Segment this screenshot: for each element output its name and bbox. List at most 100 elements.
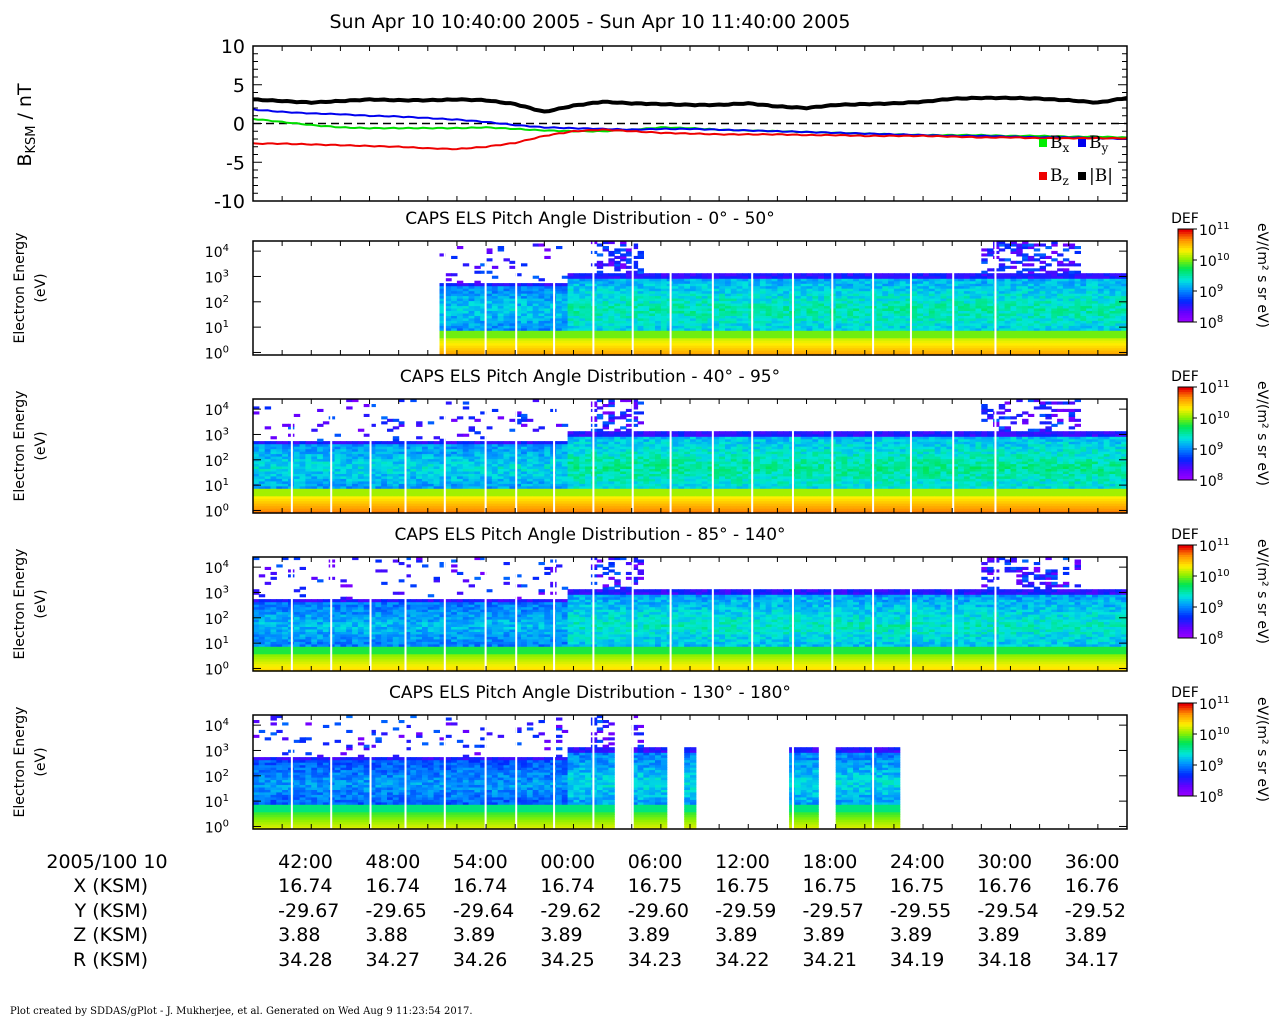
- spectrogram-cell: [742, 303, 749, 307]
- spectrogram-cell: [678, 300, 685, 304]
- spectrogram-cell: [981, 332, 988, 336]
- spectrogram-cell: [888, 305, 895, 309]
- spectrogram-cell: [1010, 320, 1017, 324]
- spectrogram-cell: [888, 320, 895, 324]
- spectrogram-cell: [818, 335, 825, 339]
- spectrogram-cell: [660, 280, 668, 284]
- spectrogram-cell: [387, 465, 394, 469]
- spectrogram-cell: [631, 325, 639, 329]
- spectrogram-cell: [963, 322, 971, 326]
- spectrogram-cell: [515, 327, 522, 331]
- spectrogram-cell: [987, 285, 994, 289]
- spectrogram-cell: [736, 330, 743, 334]
- spectrogram-cell: [975, 283, 982, 287]
- spectrogram-cell: [888, 332, 895, 336]
- spectrogram-cell: [987, 320, 994, 324]
- spectrogram-cell: [515, 322, 522, 326]
- spectrogram-cell: [270, 443, 277, 447]
- spectrogram-cell: [835, 275, 843, 279]
- spectrogram-cell: [736, 340, 743, 344]
- spectrogram-cell: [725, 288, 732, 292]
- spectrogram-cell: [923, 337, 930, 341]
- spectrogram-cell: [818, 337, 825, 341]
- spectrogram-cell: [631, 312, 639, 316]
- spectrogram-cell: [701, 298, 709, 302]
- spectrogram-cell: [1086, 298, 1093, 302]
- spectrogram-cell: [725, 298, 732, 302]
- spectrogram-cell: [893, 322, 901, 326]
- spectrogram-cell: [835, 315, 843, 319]
- spectrogram-cell: [322, 508, 330, 512]
- spectrogram-cell: [357, 448, 365, 452]
- spectrogram-cell: [917, 330, 924, 334]
- spectrogram-cell: [835, 283, 843, 287]
- spectrogram-cell: [311, 490, 318, 494]
- spectrogram-cell: [439, 312, 446, 316]
- spectrogram-cell: [707, 337, 714, 341]
- spectrogram-cell: [841, 288, 848, 292]
- spectrogram-cell: [853, 312, 860, 316]
- spectrogram-cell: [853, 278, 860, 282]
- spectrogram-cell: [888, 325, 895, 329]
- spectrogram-cell: [998, 317, 1006, 321]
- spectrogram-cell: [759, 335, 767, 339]
- spectrogram-cell: [684, 335, 691, 339]
- spectrogram-cell: [806, 300, 813, 304]
- spectrogram-cell: [1027, 320, 1035, 324]
- spectrogram-cell: [602, 285, 609, 289]
- spectrogram-cell: [585, 300, 592, 304]
- spectrogram-cell: [649, 332, 656, 336]
- spectrogram-cell: [888, 278, 895, 282]
- spectrogram-cell: [730, 288, 738, 292]
- spectrogram-cell: [695, 295, 703, 299]
- spectrogram-cell: [695, 307, 703, 311]
- spectrogram-cell: [812, 312, 819, 316]
- spectrogram-cell: [340, 441, 347, 445]
- spectrogram-cell: [975, 340, 982, 344]
- spectrogram-cell: [1051, 340, 1058, 344]
- spectrogram-cell: [299, 463, 306, 467]
- spectrogram-cell: [765, 312, 773, 316]
- spectrogram-cell: [596, 270, 604, 274]
- spectrogram-cell: [998, 280, 1006, 284]
- spectrogram-cell: [981, 350, 988, 354]
- spectrogram-cell: [1115, 300, 1122, 304]
- spectrogram-cell: [1074, 350, 1081, 354]
- spectrogram-cell: [917, 315, 924, 319]
- spectrogram-cell: [923, 293, 930, 297]
- spectrogram-cell: [719, 327, 726, 331]
- spectrogram-cell: [783, 332, 790, 336]
- spectrogram-cell: [497, 285, 505, 289]
- spectrogram-cell: [981, 280, 988, 284]
- spectrogram-cell: [1121, 278, 1128, 282]
- spectrogram-cell: [526, 327, 534, 331]
- spectrogram-cell: [713, 273, 720, 277]
- spectrogram-cell: [579, 312, 586, 316]
- spectrogram-cell: [491, 295, 499, 299]
- spectrogram-cell: [585, 345, 592, 349]
- spectrogram-cell: [853, 350, 860, 354]
- spectrogram-cell: [759, 293, 767, 297]
- spectrogram-cell: [346, 463, 353, 467]
- spectrogram-cell: [602, 350, 609, 354]
- spectrogram-cell: [585, 317, 592, 321]
- spectrogram-cell: [1045, 317, 1052, 321]
- spectrogram-cell: [526, 317, 534, 321]
- spectrogram-cell: [952, 317, 959, 321]
- spectrogram-cell: [917, 293, 924, 297]
- spectrogram-cell: [1068, 260, 1076, 264]
- spectrogram-cell: [765, 303, 773, 307]
- data-gap-bar: [831, 241, 834, 355]
- spectrogram-cell: [864, 307, 872, 311]
- spectrogram-cell: [561, 352, 569, 356]
- spectrogram-cell: [363, 483, 371, 487]
- spectrogram-cell: [451, 298, 458, 302]
- spectrogram-cell: [1004, 290, 1011, 294]
- spectrogram-cell: [864, 342, 872, 346]
- spectrogram-cell: [509, 298, 516, 302]
- spectrogram-cell: [940, 325, 947, 329]
- spectrogram-cell: [299, 483, 306, 487]
- spectrogram-cell: [1057, 322, 1064, 326]
- mag-frame: [252, 45, 1128, 202]
- spectrogram-cell: [596, 290, 604, 294]
